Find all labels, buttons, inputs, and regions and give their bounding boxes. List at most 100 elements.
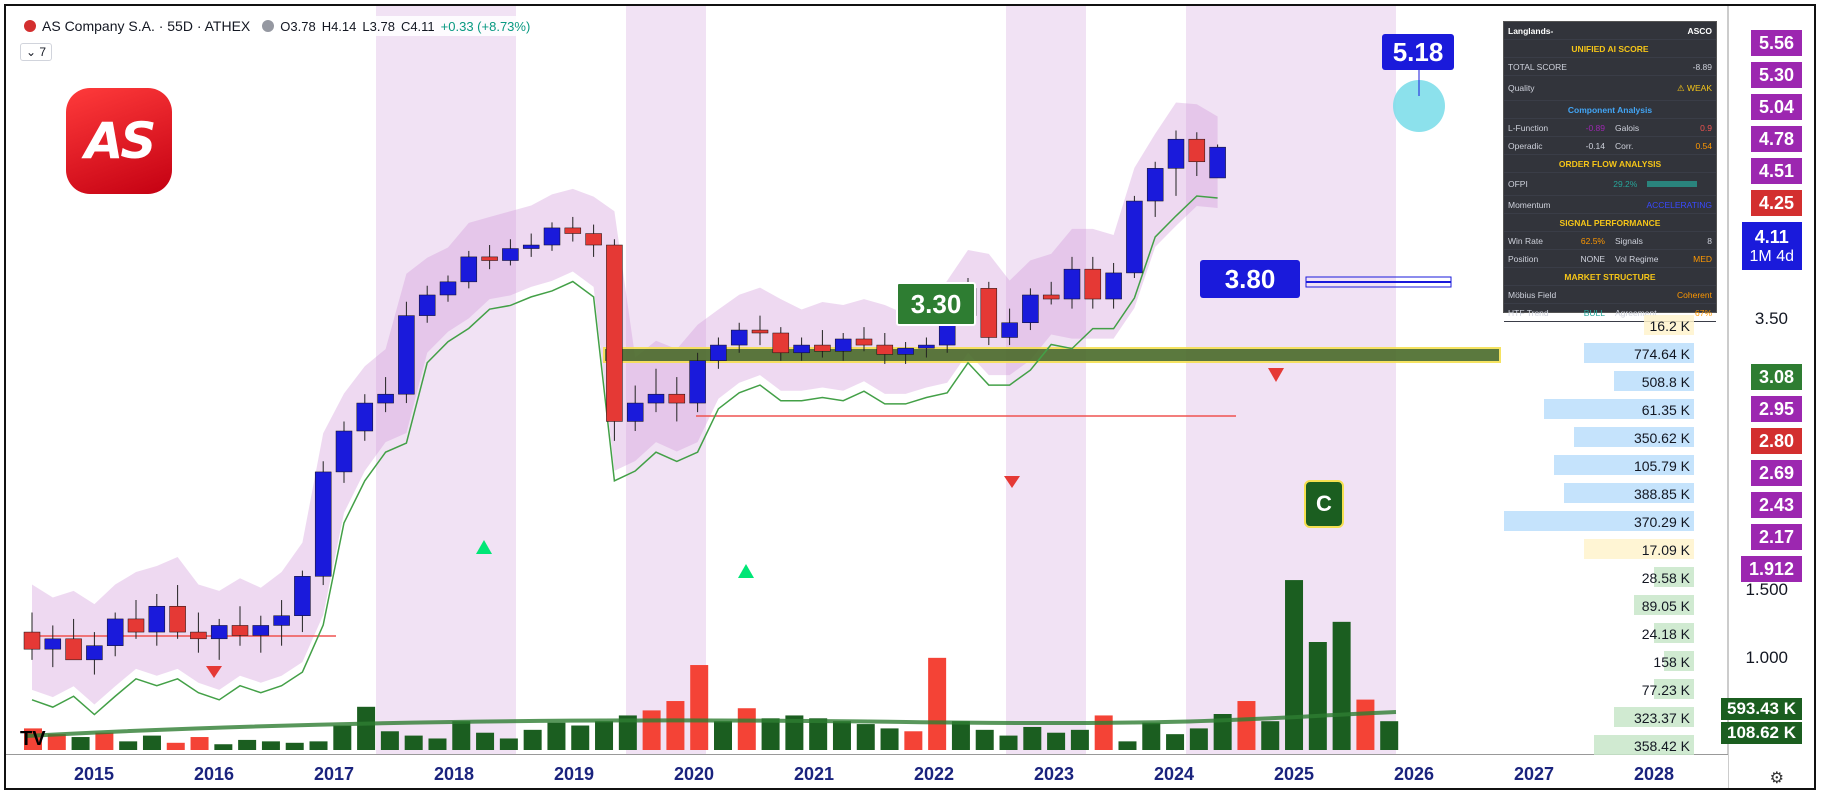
volume-bar — [690, 665, 709, 750]
mobius-label: Möbius Field — [1508, 289, 1557, 300]
volume-bar — [261, 741, 280, 750]
volume-bar — [1142, 722, 1161, 750]
candle-body — [834, 338, 852, 352]
price-tick-1-000: 1.000 — [1745, 648, 1788, 667]
candle-body — [897, 347, 914, 355]
volume-bar — [1332, 621, 1351, 750]
ofpi-bar — [1637, 179, 1712, 189]
time-axis-year: 2024 — [1154, 764, 1195, 784]
volume-profile-bar — [1504, 511, 1694, 531]
candle-body — [169, 605, 186, 633]
time-axis-year: 2028 — [1634, 764, 1675, 784]
settings-gear-icon[interactable]: ⚙ — [1769, 770, 1784, 787]
volume-profile-label: 388.85 K — [1633, 486, 1690, 502]
volume-profile-label: 358.42 K — [1633, 738, 1690, 754]
volume-bar — [571, 725, 590, 750]
volume-ma-tag: 593.43 K — [1721, 698, 1802, 720]
agreement-label: Agreement — [1615, 307, 1657, 318]
price-tick-1-500: 1.500 — [1745, 580, 1788, 599]
price-level-tag: 2.95 — [1750, 396, 1802, 422]
momentum-value: ACCELERATING — [1646, 199, 1713, 210]
signals-label: Signals — [1615, 235, 1643, 246]
time-axis-year: 2025 — [1274, 764, 1315, 784]
volume-bar — [523, 729, 542, 750]
symbol-title[interactable]: AS Company S.A. · 55D · ATHEX — [42, 18, 251, 34]
volume-bar — [190, 737, 209, 750]
row-operadic: Operadic -0.14 Corr. 0.54 — [1504, 137, 1716, 155]
background-zone — [1006, 6, 1086, 754]
candle-body — [876, 344, 894, 355]
lfunction-label: L-Function — [1508, 122, 1549, 133]
momentum-label: Momentum — [1508, 199, 1551, 210]
time-axis-year: 2018 — [434, 764, 475, 784]
sell-signal-marker — [1004, 476, 1020, 488]
candle-body — [1084, 268, 1102, 300]
volume-bar — [666, 701, 685, 750]
volume-bar — [357, 706, 376, 750]
candle-body — [855, 338, 873, 346]
candle-body — [626, 402, 644, 422]
volregime-value: MED — [1693, 253, 1712, 264]
row-htf: HTF Trend BULL Agreement 67% — [1504, 304, 1716, 322]
candle-body — [772, 332, 790, 354]
candle-body — [398, 315, 415, 395]
row-ofpi: OFPI 29.2% — [1504, 173, 1716, 196]
indicators-toggle-button[interactable]: ⌄ 7 — [20, 43, 53, 61]
volume-bar — [595, 721, 614, 750]
chart-canvas[interactable] — [6, 6, 1816, 790]
section-signal: SIGNAL PERFORMANCE — [1504, 214, 1716, 232]
price-level-tag: 1.912 — [1740, 556, 1802, 582]
candle-body — [1167, 138, 1185, 169]
breakout-level-callout: 3.30 — [896, 282, 976, 326]
section-component-label: Component Analysis — [1567, 104, 1653, 115]
support-box — [1305, 276, 1452, 288]
volume-bar — [142, 735, 161, 750]
galois-value: 0.9 — [1700, 122, 1712, 133]
volume-profile-bar — [1544, 399, 1694, 419]
minus-icon[interactable] — [262, 20, 275, 32]
ai-score-panel: Langlands- ASCO UNIFIED AI SCORE TOTAL S… — [1503, 21, 1717, 322]
volume-profile-label: 77.23 K — [1641, 682, 1690, 698]
volume-profile-label: 370.29 K — [1633, 514, 1690, 530]
volume-profile-label: 17.09 K — [1641, 542, 1690, 558]
volume-profile-bar — [1574, 427, 1694, 447]
volume-profile-bar — [1664, 651, 1694, 671]
volume-bar — [951, 721, 970, 750]
candle-body — [751, 329, 769, 334]
volume-bar — [47, 734, 66, 750]
volume-bar — [1023, 726, 1042, 750]
candle-body — [1188, 138, 1206, 163]
candle-body — [814, 344, 831, 352]
volume-profile-label: 323.37 K — [1633, 710, 1690, 726]
time-axis[interactable] — [6, 754, 1728, 788]
volume-bar — [642, 710, 661, 750]
volume-profile-label: 28.58 K — [1641, 570, 1690, 586]
ohlc-low: L3.78 — [362, 18, 395, 34]
volume-bar — [856, 724, 875, 750]
volume-bar — [880, 728, 899, 750]
section-order-flow-label: ORDER FLOW ANALYSIS — [1558, 158, 1662, 169]
volume-profile-label: 16.2 K — [1649, 318, 1690, 334]
htf-value: BULL — [1583, 307, 1605, 318]
volume-bar — [785, 715, 804, 750]
volume-bar — [547, 722, 566, 750]
candle-body — [356, 402, 374, 432]
candle-body — [210, 625, 228, 640]
volume-profile-bar — [1634, 595, 1694, 615]
volume-bar — [285, 742, 304, 750]
row-position: Position NONE Vol Regime MED — [1504, 250, 1716, 268]
volume-bar — [1237, 701, 1256, 750]
current-price: 4.11 — [1754, 226, 1789, 247]
ohlc-open: O3.78 — [280, 18, 316, 34]
volume-profile-bar — [1614, 707, 1694, 727]
tradingview-logo[interactable]: TV — [20, 728, 46, 750]
logo-badge: AS — [66, 88, 172, 194]
volume-profile-label: 158 K — [1653, 654, 1690, 670]
volume-bar — [832, 721, 851, 750]
candle-body — [710, 344, 727, 361]
current-price-tag: 4.11 1M 4d — [1741, 222, 1802, 270]
price-level-tag: 5.04 — [1750, 94, 1802, 120]
time-axis-year: 2022 — [914, 764, 955, 784]
volume-profile-bar — [1554, 455, 1694, 475]
volume-bar — [499, 738, 518, 750]
